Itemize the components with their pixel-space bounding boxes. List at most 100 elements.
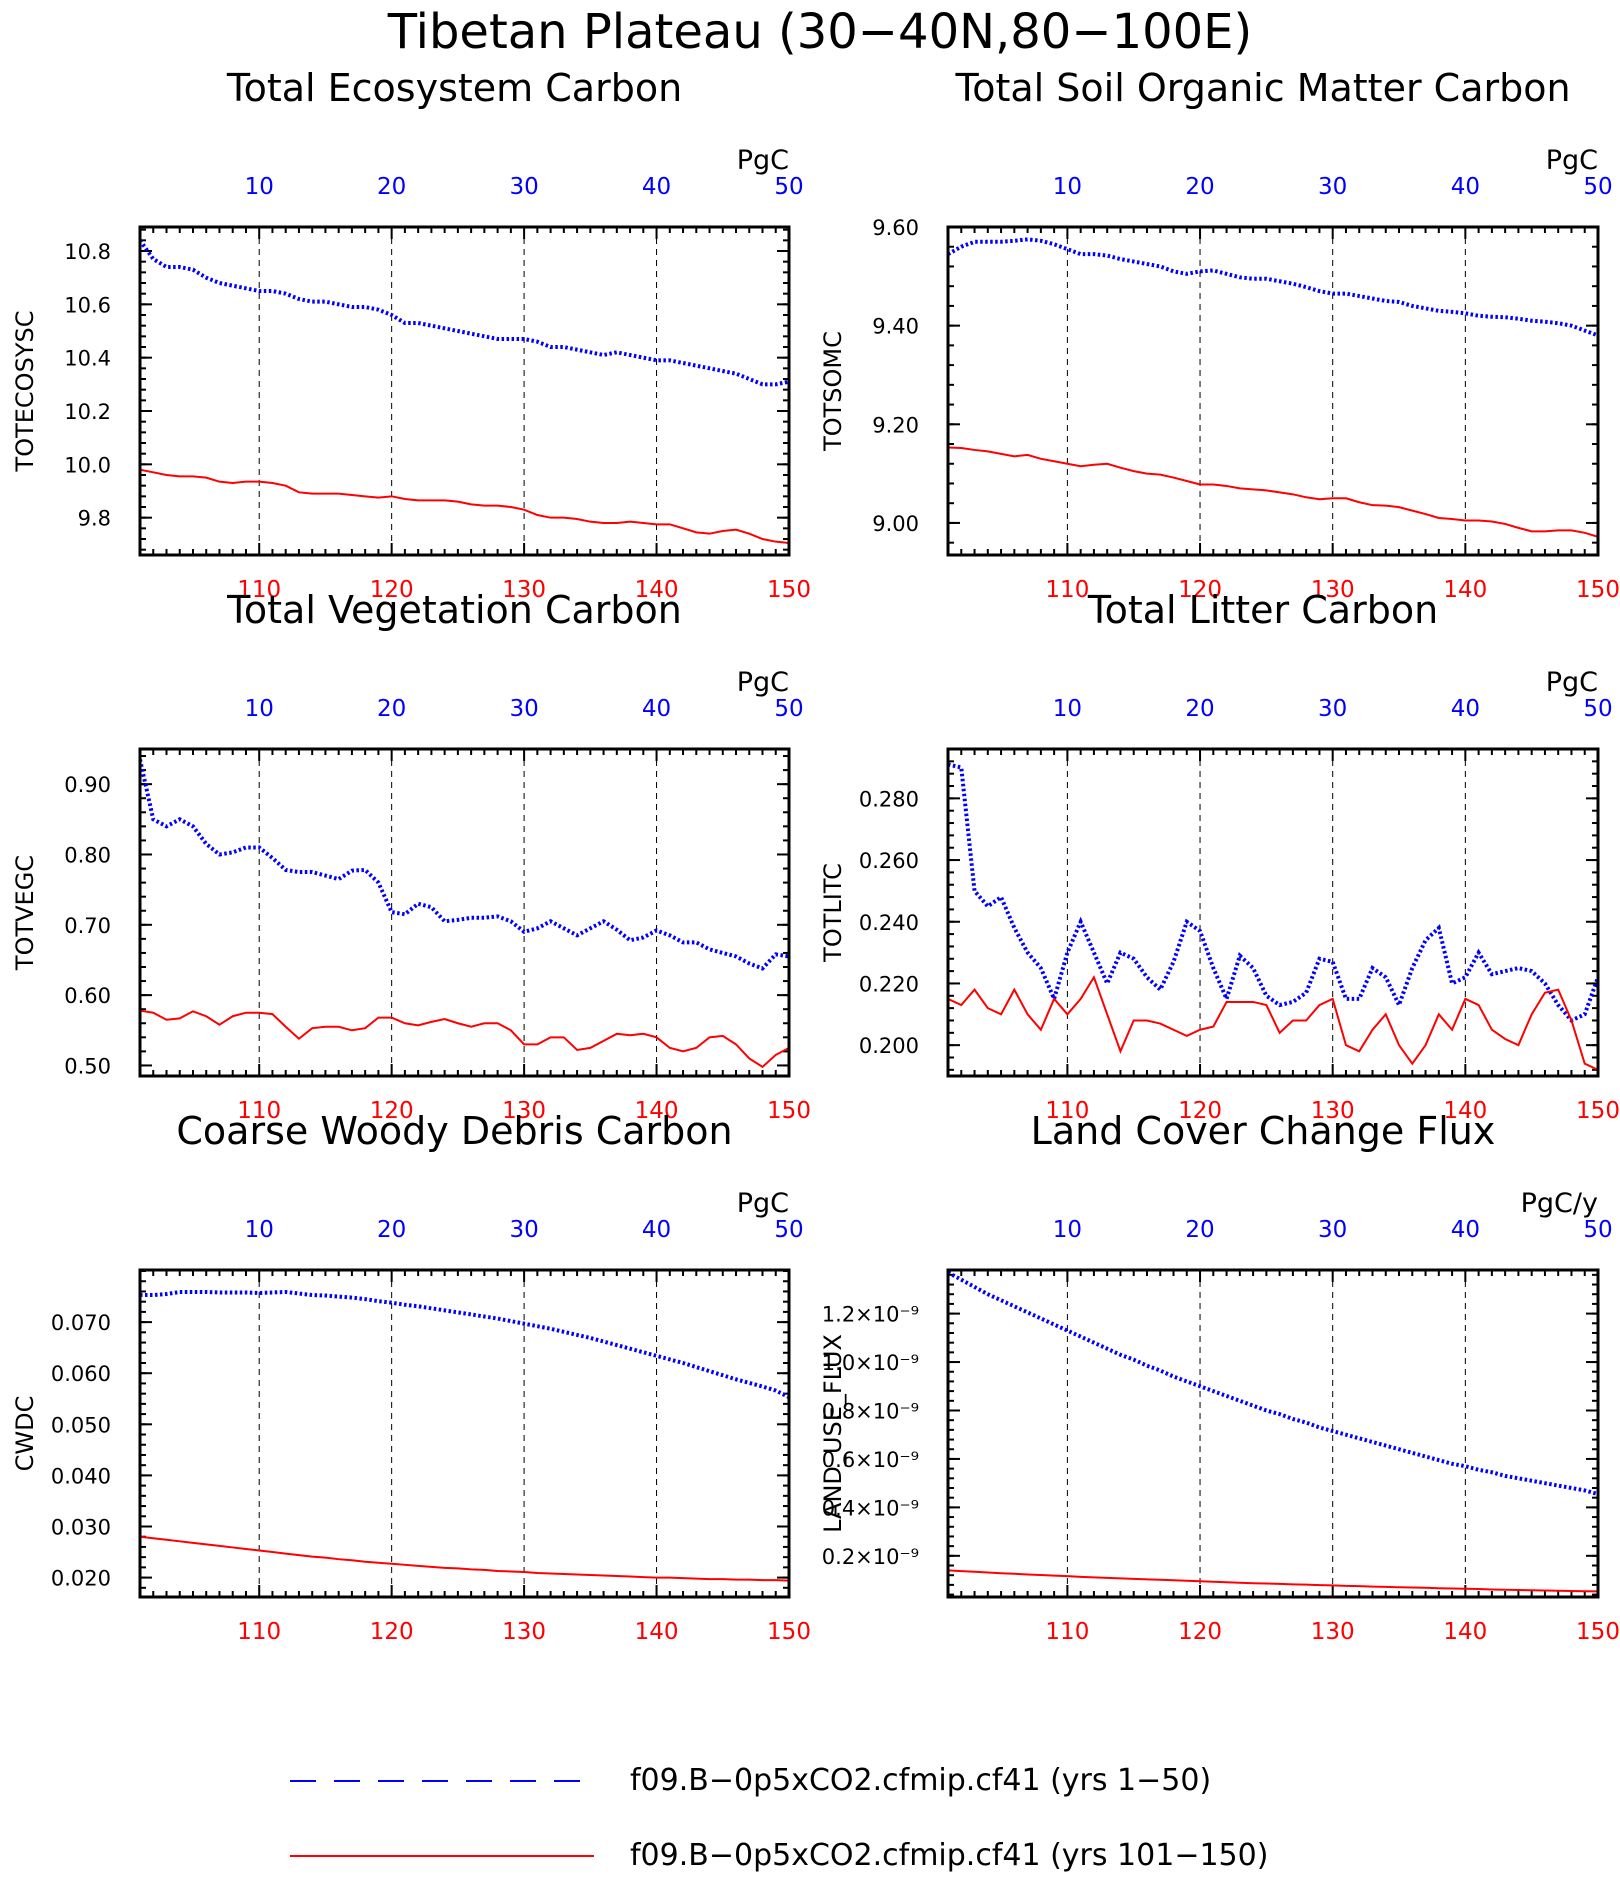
y-tick-label: 9.00 <box>872 512 919 536</box>
top-x-tick-label: 10 <box>1053 696 1082 722</box>
series-line-years-101-150 <box>948 974 1598 1071</box>
series-line-years-1-50 <box>948 237 1598 338</box>
top-x-tick-label: 40 <box>1451 174 1480 200</box>
top-x-tick-label: 50 <box>1583 696 1612 722</box>
y-tick-label: 0.6×10⁻⁹ <box>822 1448 919 1472</box>
top-x-tick-label: 50 <box>774 696 803 722</box>
chart-panel: Total Soil Organic Matter Carbon PgC TOTSO… <box>819 66 1620 603</box>
chart-panel: Coarse Woody Debris Carbon PgC CWDC 0.020 0.… <box>11 1109 811 1645</box>
y-tick-label: 9.60 <box>872 216 919 240</box>
bottom-x-tick-label: 130 <box>1311 1619 1355 1645</box>
top-x-tick-label: 40 <box>1451 696 1480 722</box>
y-tick-label: 0.280 <box>859 787 919 811</box>
y-tick-label: 0.240 <box>859 911 919 935</box>
y-tick-label: 0.2×10⁻⁹ <box>822 1545 919 1569</box>
y-tick-label: 0.200 <box>859 1034 919 1058</box>
page-title: Tibetan Plateau (30−40N,80−100E) <box>387 4 1252 60</box>
bottom-x-tick-label: 130 <box>1311 577 1355 603</box>
bottom-x-tick-label: 120 <box>370 1619 414 1645</box>
y-tick-label: 0.050 <box>51 1413 111 1437</box>
y-tick-label: 0.70 <box>64 914 111 938</box>
series-line-years-1-50 <box>140 239 789 387</box>
series-line-years-101-150 <box>948 446 1598 538</box>
legend: f09.B−0p5xCO2.cfmip.cf41 (yrs 1−50) f09.B… <box>290 1763 1268 1873</box>
y-tick-label: 0.260 <box>859 849 919 873</box>
y-tick-label: 9.8 <box>78 507 111 531</box>
bottom-x-tick-label: 140 <box>635 1098 679 1124</box>
top-x-tick-label: 40 <box>642 174 671 200</box>
plot-frame <box>946 225 1600 557</box>
bottom-x-tick-label: 140 <box>635 577 679 603</box>
y-tick-label: 0.4×10⁻⁹ <box>822 1496 919 1520</box>
top-x-tick-label: 40 <box>1451 1217 1480 1243</box>
top-x-tick-label: 10 <box>1053 1217 1082 1243</box>
top-x-tick-label: 10 <box>1053 174 1082 200</box>
top-x-tick-label: 50 <box>1583 1217 1612 1243</box>
y-tick-label: 10.0 <box>64 453 111 477</box>
chart-panel: Total Litter Carbon PgC TOTLITC 0.200 0.220 0… <box>819 588 1620 1124</box>
bottom-x-tick-label: 110 <box>237 1098 281 1124</box>
plot-frame <box>138 747 791 1078</box>
bottom-x-tick-label: 110 <box>1045 577 1089 603</box>
top-x-tick-label: 30 <box>509 696 538 722</box>
bottom-x-tick-label: 150 <box>1576 1098 1620 1124</box>
chart-panels: Total Ecosystem Carbon PgC TOTECOSYSC 9.8 10… <box>11 66 1620 1645</box>
chart-panel: Total Vegetation Carbon PgC TOTVEGC 0.50 0.6… <box>11 588 811 1124</box>
y-tick-label: 0.030 <box>51 1515 111 1539</box>
y-tick-label: 0.040 <box>51 1464 111 1488</box>
top-x-tick-label: 20 <box>1185 174 1214 200</box>
series-line-years-1-50 <box>948 1270 1598 1496</box>
y-tick-label: 10.4 <box>64 347 111 371</box>
top-x-tick-label: 40 <box>642 696 671 722</box>
y-tick-label: 0.90 <box>64 773 111 797</box>
top-x-tick-label: 30 <box>1318 1217 1347 1243</box>
bottom-x-tick-label: 150 <box>1576 577 1620 603</box>
legend-label: f09.B−0p5xCO2.cfmip.cf41 (yrs 101−150) <box>630 1838 1268 1873</box>
y-tick-label: 9.20 <box>872 413 919 437</box>
top-x-tick-label: 10 <box>245 1217 274 1243</box>
bottom-x-tick-label: 110 <box>1045 1098 1089 1124</box>
y-tick-label: 0.50 <box>64 1054 111 1078</box>
y-tick-label: 0.60 <box>64 984 111 1008</box>
bottom-x-tick-label: 130 <box>502 577 546 603</box>
top-x-tick-label: 50 <box>1583 174 1612 200</box>
y-tick-label: 10.2 <box>64 400 111 424</box>
top-x-tick-label: 30 <box>1318 696 1347 722</box>
bottom-x-tick-label: 130 <box>502 1619 546 1645</box>
bottom-x-tick-label: 140 <box>1443 1619 1487 1645</box>
y-tick-label: 1.2×10⁻⁹ <box>822 1303 919 1327</box>
chart-panel: Total Ecosystem Carbon PgC TOTECOSYSC 9.8 10… <box>11 66 811 603</box>
top-x-tick-label: 50 <box>774 1217 803 1243</box>
series-line-years-101-150 <box>140 1009 789 1069</box>
top-x-tick-label: 20 <box>377 174 406 200</box>
bottom-x-tick-label: 140 <box>635 1619 679 1645</box>
y-tick-label: 10.6 <box>64 293 111 317</box>
top-x-tick-label: 30 <box>509 174 538 200</box>
chart-panel: Land Cover Change Flux PgC/y LAND_USE_FLUX… <box>819 1109 1620 1645</box>
top-x-tick-label: 20 <box>1185 696 1214 722</box>
units-label: PgC <box>737 667 789 698</box>
plot-frame <box>138 1268 791 1599</box>
top-x-tick-label: 40 <box>642 1217 671 1243</box>
chart-title: Total Vegetation Carbon <box>226 588 682 632</box>
y-tick-label: 0.060 <box>51 1362 111 1386</box>
bottom-x-tick-label: 150 <box>1576 1619 1620 1645</box>
bottom-x-tick-label: 120 <box>1178 1619 1222 1645</box>
units-label: PgC/y <box>1521 1188 1598 1219</box>
units-label: PgC <box>1546 667 1598 698</box>
bottom-x-tick-label: 130 <box>502 1098 546 1124</box>
units-label: PgC <box>737 145 789 176</box>
y-tick-label: 0.020 <box>51 1567 111 1591</box>
y-tick-label: 10.8 <box>64 240 111 264</box>
bottom-x-tick-label: 110 <box>237 577 281 603</box>
bottom-x-tick-label: 130 <box>1311 1098 1355 1124</box>
top-x-tick-label: 20 <box>377 696 406 722</box>
plot-frame <box>946 1268 1600 1599</box>
bottom-x-tick-label: 110 <box>1045 1619 1089 1645</box>
top-x-tick-label: 10 <box>245 174 274 200</box>
series-line-years-1-50 <box>140 759 789 971</box>
top-x-tick-label: 20 <box>377 1217 406 1243</box>
series-line-years-101-150 <box>140 1535 789 1582</box>
bottom-x-tick-label: 150 <box>767 577 811 603</box>
